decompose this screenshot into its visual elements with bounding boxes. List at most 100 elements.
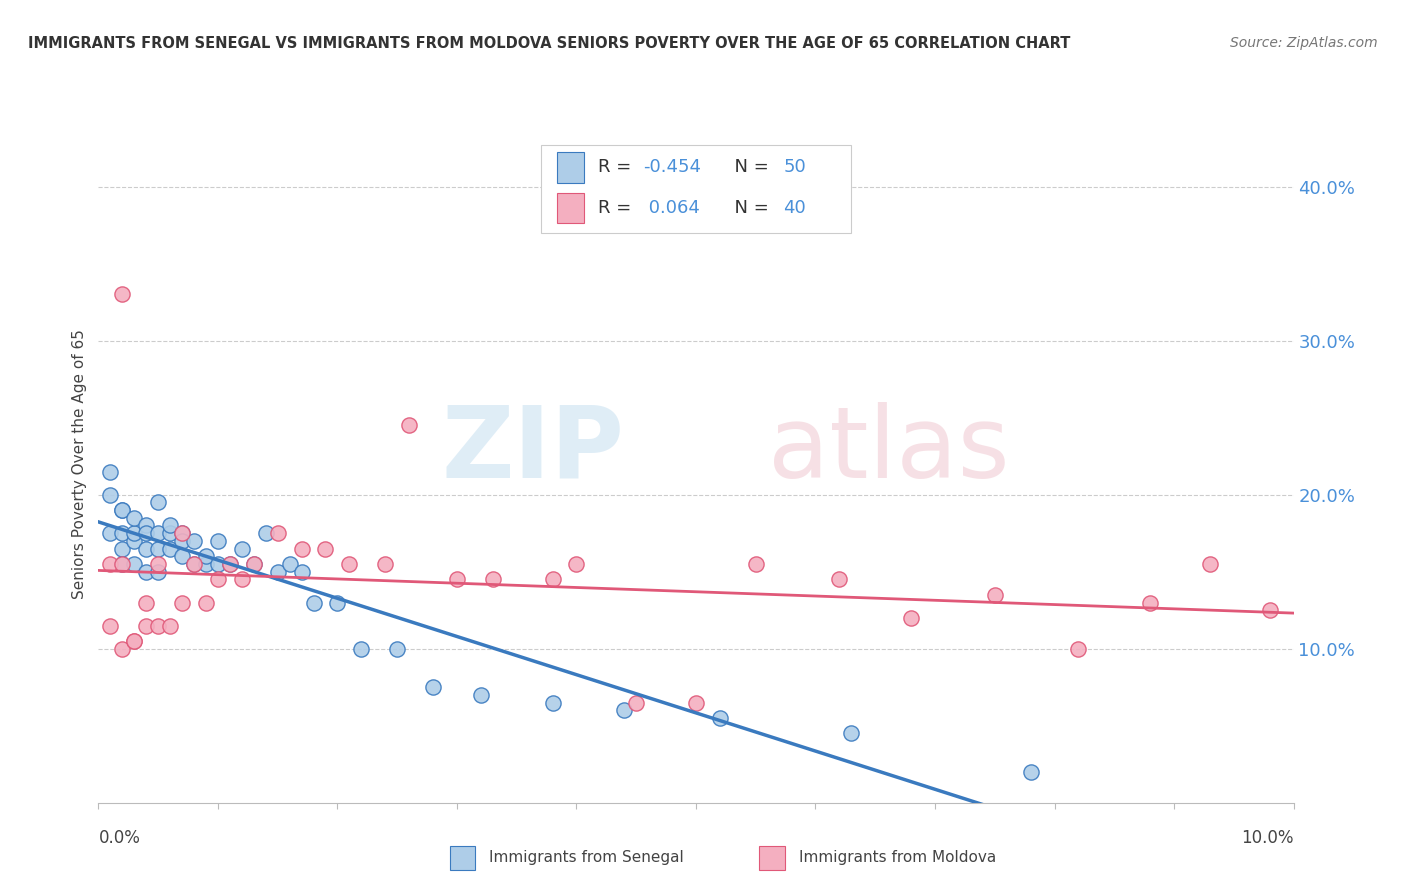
Point [983,588,1005,602]
Point [148,557,170,571]
Point [172,526,194,541]
Point [135,541,157,556]
Point [111,526,134,541]
Point [124,510,146,524]
Text: N =: N = [724,158,775,177]
FancyBboxPatch shape [557,193,583,223]
Point [148,618,170,632]
Text: Immigrants from Moldova: Immigrants from Moldova [799,850,995,865]
Point [267,526,290,541]
FancyBboxPatch shape [540,145,851,234]
Text: Immigrants from Senegal: Immigrants from Senegal [489,850,685,865]
Point [194,595,218,609]
Point [159,518,181,533]
Point [841,726,863,740]
Point [243,557,266,571]
Point [135,518,157,533]
Text: 0.064: 0.064 [644,199,700,217]
Point [111,541,134,556]
Text: -0.454: -0.454 [644,158,702,177]
Point [148,541,170,556]
Point [900,611,922,625]
Point [339,557,360,571]
Point [254,526,277,541]
Point [243,557,266,571]
Point [124,557,146,571]
Point [1019,764,1042,779]
Point [231,541,253,556]
Text: 10.0%: 10.0% [1241,830,1294,847]
Point [124,533,146,548]
Text: 0.0%: 0.0% [98,830,141,847]
Point [172,549,194,564]
Point [172,533,194,548]
Point [172,526,194,541]
Point [315,541,337,556]
Point [207,557,229,571]
Text: R =: R = [598,158,637,177]
Point [1067,641,1090,656]
Point [685,696,707,710]
Point [745,557,768,571]
Point [135,618,157,632]
Y-axis label: Seniors Poverty Over the Age of 65: Seniors Poverty Over the Age of 65 [72,329,87,599]
Point [565,557,588,571]
Point [207,533,229,548]
Point [398,418,420,433]
Text: ZIP: ZIP [441,401,624,499]
Text: Source: ZipAtlas.com: Source: ZipAtlas.com [1230,36,1378,50]
Point [124,526,146,541]
Point [290,541,312,556]
Point [172,595,194,609]
Point [148,565,170,579]
Text: R =: R = [598,199,637,217]
Point [148,526,170,541]
Point [541,573,564,587]
Point [135,565,157,579]
Point [98,557,122,571]
Point [148,495,170,509]
Point [481,573,505,587]
Point [183,557,205,571]
Text: N =: N = [724,199,775,217]
Point [231,573,253,587]
Point [124,634,146,648]
Point [135,526,157,541]
Point [290,565,312,579]
Point [709,711,731,725]
Point [135,595,157,609]
Point [613,703,636,717]
Text: 40: 40 [783,199,806,217]
Text: IMMIGRANTS FROM SENEGAL VS IMMIGRANTS FROM MOLDOVA SENIORS POVERTY OVER THE AGE : IMMIGRANTS FROM SENEGAL VS IMMIGRANTS FR… [28,36,1070,51]
Point [98,618,122,632]
Point [159,541,181,556]
Point [98,488,122,502]
Point [207,573,229,587]
Point [446,573,468,587]
Point [194,549,218,564]
Point [111,557,134,571]
Point [159,618,181,632]
Point [541,696,564,710]
Point [98,526,122,541]
Point [124,634,146,648]
Point [111,503,134,517]
Point [470,688,492,702]
FancyBboxPatch shape [557,152,583,183]
Point [1258,603,1281,617]
Point [385,641,409,656]
Point [219,557,242,571]
Text: 50: 50 [783,158,806,177]
Point [1198,557,1220,571]
Point [302,595,325,609]
Point [326,595,349,609]
Point [159,526,181,541]
Point [111,557,134,571]
Point [267,565,290,579]
Point [194,557,218,571]
Point [219,557,242,571]
Point [422,680,444,694]
Point [183,557,205,571]
Point [1139,595,1161,609]
Point [183,533,205,548]
